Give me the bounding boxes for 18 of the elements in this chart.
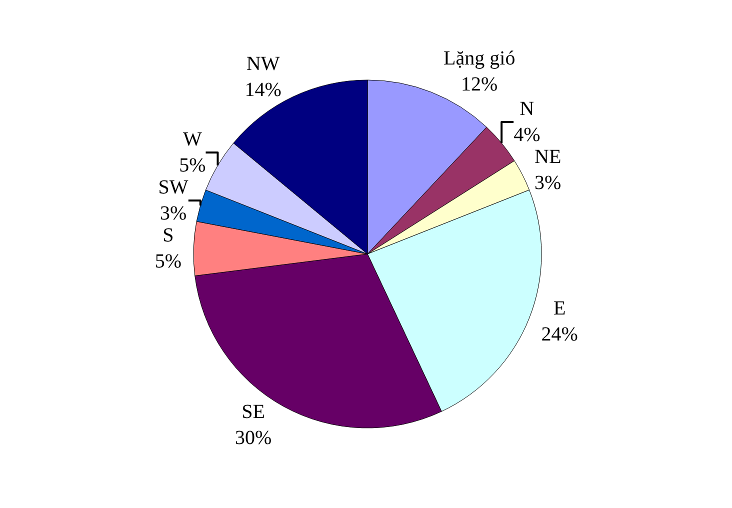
slice-label: N [520,98,534,120]
data-label: 30% [235,426,272,449]
slice-label: NW [246,52,280,75]
slice-label: SW [158,176,188,199]
slice-label: E [554,297,566,320]
data-label: 24% [541,323,578,346]
data-label: 12% [461,73,498,96]
data-label: 3% [534,172,562,194]
slice-label: SE [242,400,266,423]
data-label: 14% [244,78,282,101]
slice-label: S [162,224,174,247]
data-label: 5% [154,250,182,273]
data-label: 5% [179,154,206,177]
slice-label: W [182,128,202,151]
slice-label: Lặng gió [444,47,516,70]
data-label: 3% [160,202,187,225]
data-label: 4% [514,124,540,146]
slice-label: NE [534,146,562,168]
